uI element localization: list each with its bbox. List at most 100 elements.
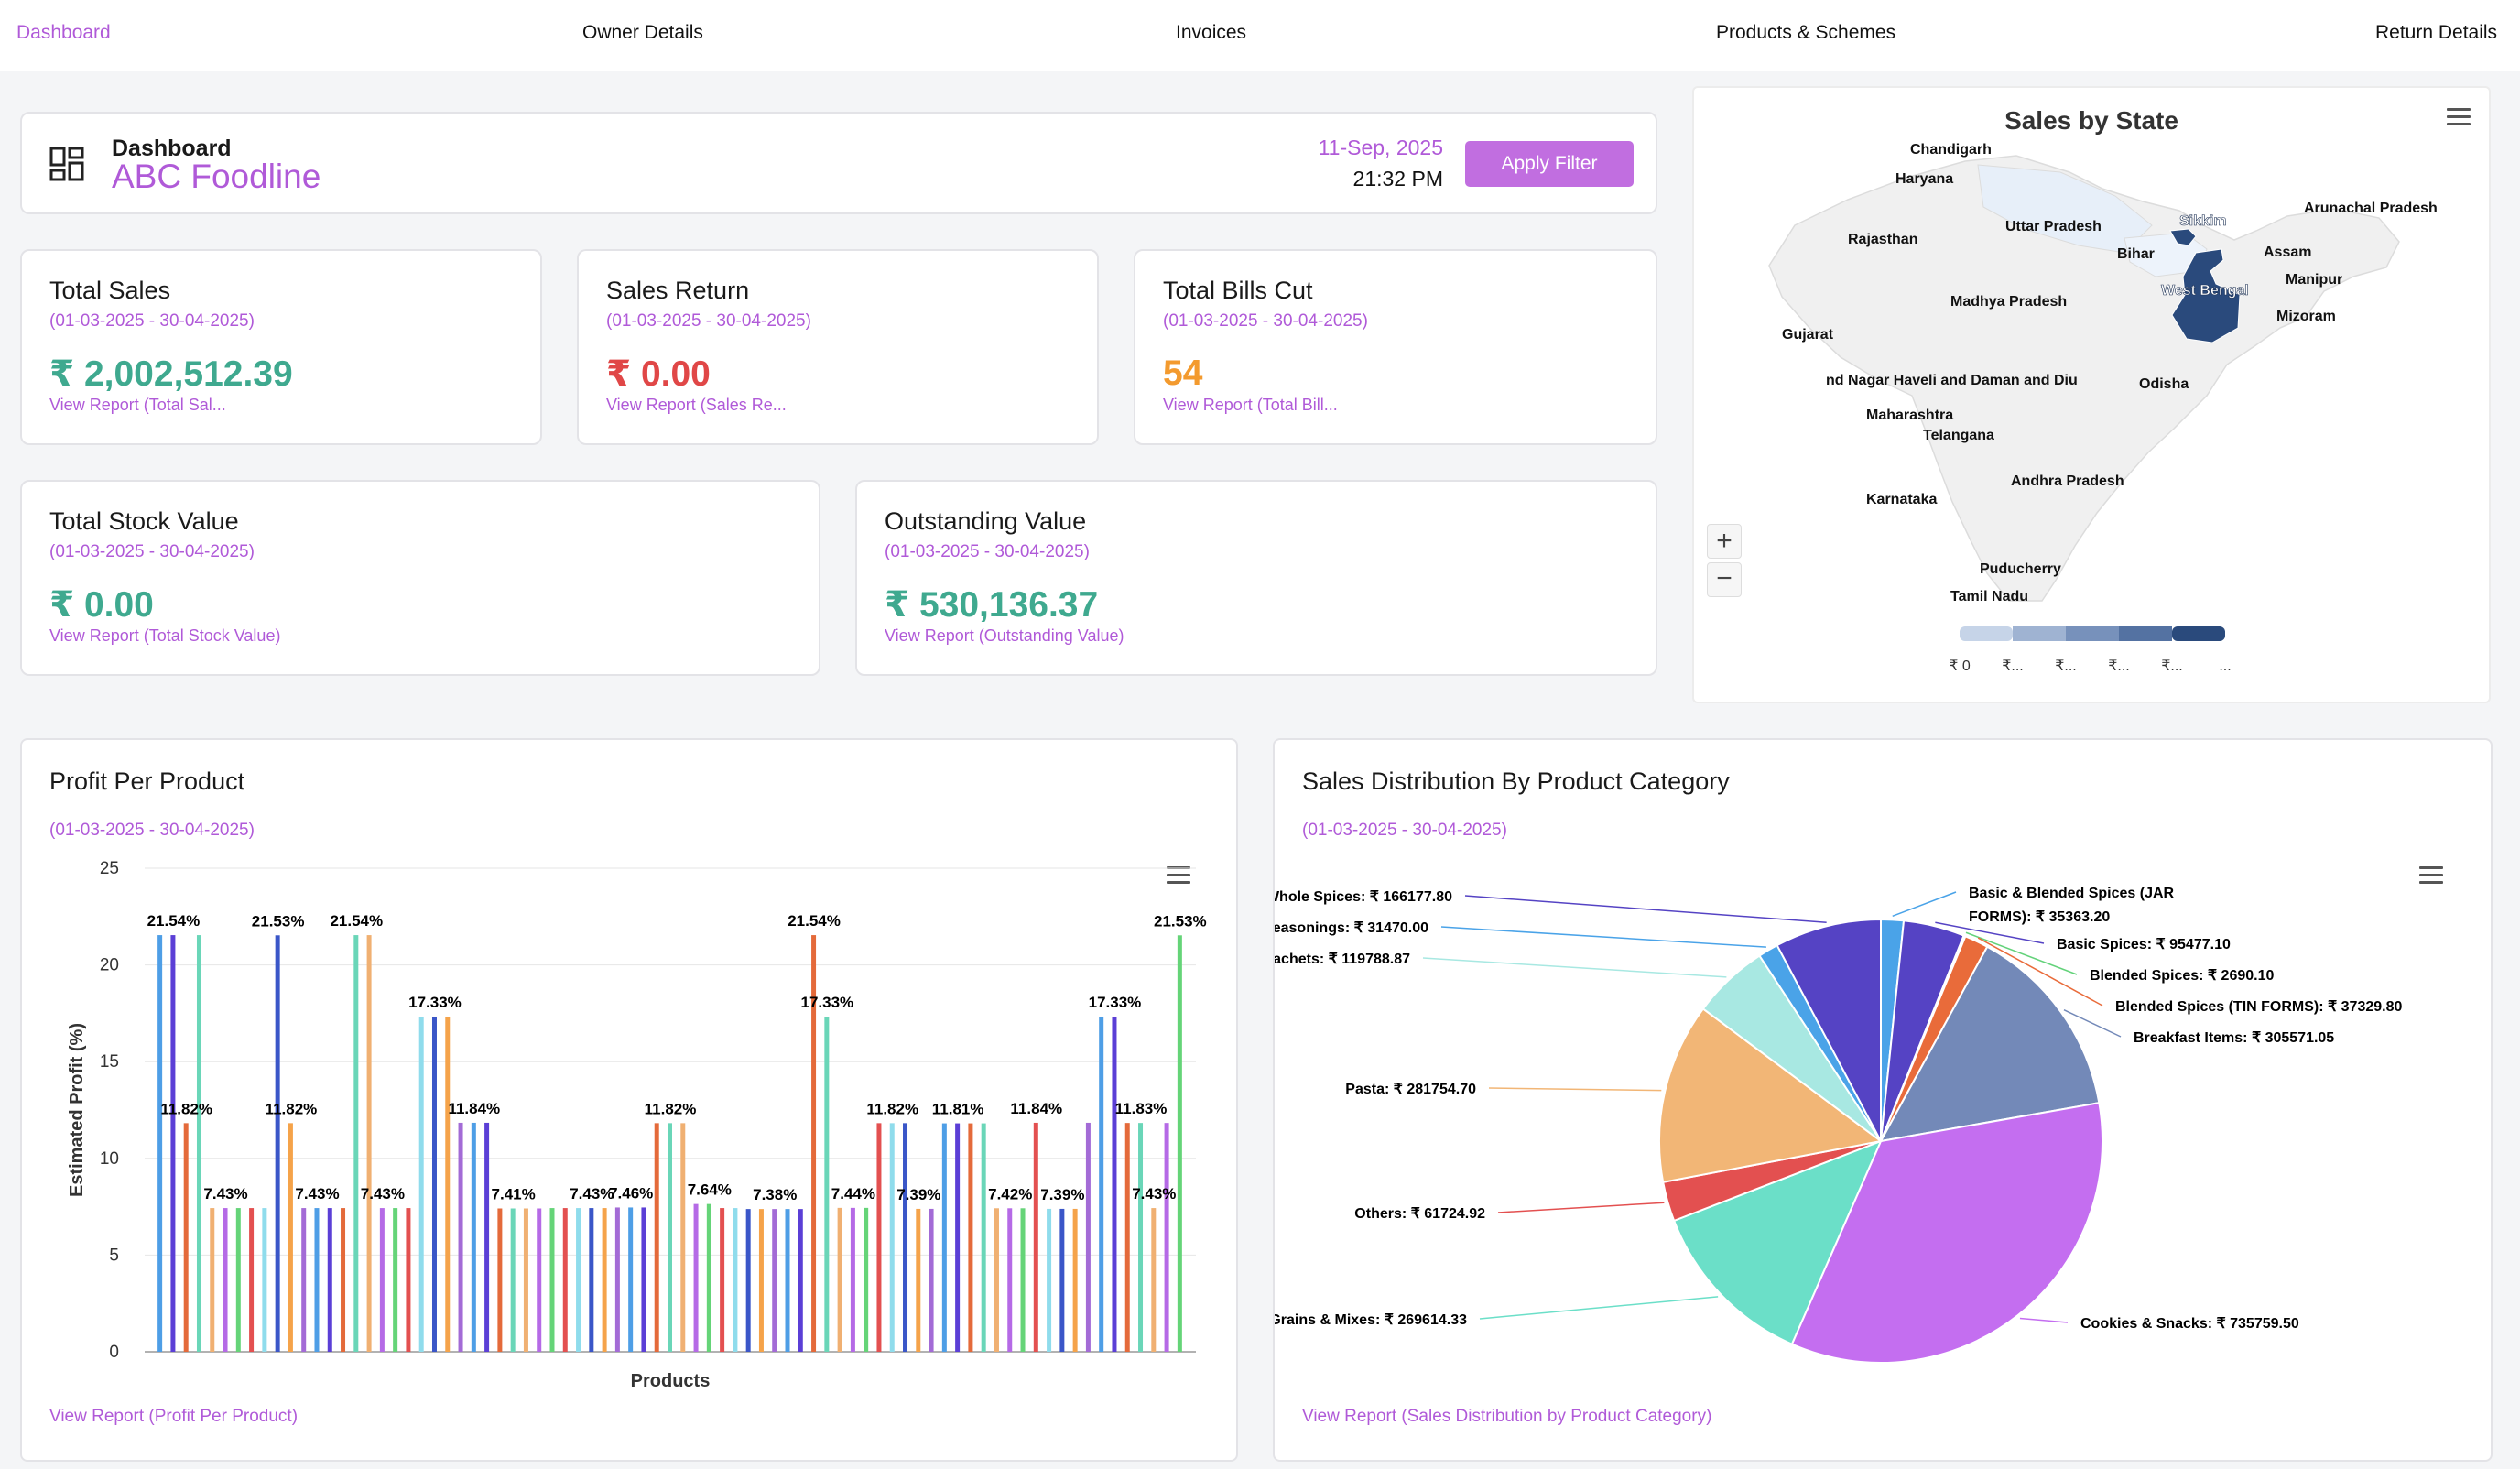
profit-bar bbox=[497, 1208, 503, 1352]
profit-bar bbox=[628, 1207, 634, 1352]
profit-bar bbox=[1138, 1123, 1144, 1352]
profit-bar bbox=[837, 1207, 842, 1352]
map-state-label: Chandigarh bbox=[1910, 142, 1992, 158]
profit-bar bbox=[549, 1208, 555, 1352]
card-date-range: (01-03-2025 - 30-04-2025) bbox=[606, 311, 811, 331]
apply-filter-button[interactable]: Apply Filter bbox=[1465, 141, 1634, 187]
profit-bar bbox=[314, 1208, 320, 1352]
profit-bar bbox=[1112, 1016, 1117, 1352]
profit-bar bbox=[850, 1207, 855, 1352]
pie-connector bbox=[1464, 895, 1827, 924]
chart-title: Sales Distribution By Product Category bbox=[1302, 767, 1730, 795]
state-uttar-pradesh bbox=[1977, 164, 2153, 254]
pie-connector bbox=[2063, 1009, 2122, 1038]
profit-bar bbox=[772, 1209, 777, 1352]
pie-slice bbox=[1658, 1007, 1884, 1183]
pie-connector bbox=[1440, 926, 1766, 948]
nav-dashboard[interactable]: Dashboard bbox=[16, 22, 111, 43]
card-value: ₹ 2,002,512.39 bbox=[49, 354, 293, 394]
pie-slice-label: Grains & Mixes: ₹ 269614.33 bbox=[1275, 1312, 1467, 1328]
total-sales-card: Total Sales (01-03-2025 - 30-04-2025) ₹ … bbox=[20, 249, 542, 445]
map-state-label: Bihar bbox=[2117, 246, 2155, 262]
chart-date-range: (01-03-2025 - 30-04-2025) bbox=[49, 821, 255, 840]
profit-bar bbox=[785, 1209, 790, 1352]
sales-return-card: Sales Return (01-03-2025 - 30-04-2025) ₹… bbox=[577, 249, 1099, 445]
profit-bar bbox=[758, 1209, 764, 1352]
view-report-link[interactable]: View Report (Total Stock Value) bbox=[49, 626, 281, 645]
pie-chart-menu-icon[interactable] bbox=[2419, 866, 2443, 885]
legend-label: ₹... bbox=[2002, 658, 2024, 674]
y-tick-label: 5 bbox=[109, 1246, 119, 1265]
profit-bar bbox=[458, 1122, 463, 1352]
legend-label: ₹... bbox=[2108, 658, 2130, 674]
profit-bar bbox=[811, 935, 817, 1352]
map-menu-icon[interactable] bbox=[2447, 108, 2471, 126]
pie-slice-label: Others: ₹ 61724.92 bbox=[1354, 1206, 1485, 1222]
y-tick-label: 10 bbox=[100, 1149, 119, 1169]
pie-connector bbox=[1422, 957, 1727, 978]
bar-data-label: 11.82% bbox=[645, 1100, 697, 1117]
profit-bar bbox=[1072, 1208, 1078, 1352]
current-date: 11-Sep, 2025 bbox=[1318, 136, 1443, 159]
sales-distribution-card: Sales Distribution By Product Category (… bbox=[1273, 738, 2493, 1462]
profit-bar bbox=[1124, 1123, 1130, 1352]
profit-bar bbox=[1164, 1123, 1169, 1352]
profit-bar bbox=[968, 1123, 973, 1352]
map-state-label: Mizoram bbox=[2276, 309, 2336, 324]
view-report-link[interactable]: View Report (Sales Distribution by Produ… bbox=[1302, 1407, 1712, 1426]
bar-data-label: 7.41% bbox=[492, 1186, 536, 1203]
map-title: Sales by State bbox=[2004, 106, 2178, 135]
profit-bar bbox=[1007, 1208, 1013, 1352]
card-value: ₹ 530,136.37 bbox=[885, 585, 1099, 625]
card-date-range: (01-03-2025 - 30-04-2025) bbox=[1163, 311, 1368, 331]
map-state-label: Arunachal Pradesh bbox=[2304, 201, 2438, 216]
profit-bar bbox=[431, 1016, 437, 1352]
current-time: 21:32 PM bbox=[1352, 167, 1443, 190]
profit-bar bbox=[941, 1123, 947, 1352]
view-report-link[interactable]: View Report (Total Bill... bbox=[1163, 396, 1338, 414]
bar-data-label: 11.82% bbox=[266, 1100, 318, 1117]
map-state-label: Andhra Pradesh bbox=[2011, 473, 2124, 489]
zoom-out-button[interactable]: − bbox=[1707, 562, 1742, 597]
profit-bar bbox=[275, 935, 280, 1352]
bar-data-label: 11.81% bbox=[932, 1101, 984, 1118]
x-axis-title: Products bbox=[631, 1371, 711, 1391]
view-report-link[interactable]: View Report (Total Sal... bbox=[49, 396, 226, 414]
profit-bar bbox=[1047, 1208, 1052, 1352]
pie-connector bbox=[1935, 921, 2045, 944]
bar-data-label: 17.33% bbox=[408, 994, 462, 1011]
bar-data-label: 7.43% bbox=[295, 1185, 339, 1202]
card-date-range: (01-03-2025 - 30-04-2025) bbox=[49, 311, 255, 331]
map-state-label: Manipur bbox=[2286, 272, 2342, 288]
view-report-link[interactable]: View Report (Outstanding Value) bbox=[885, 626, 1124, 645]
nav-return-details[interactable]: Return Details bbox=[2375, 22, 2498, 43]
view-report-link[interactable]: View Report (Profit Per Product) bbox=[49, 1407, 299, 1426]
nav-owner-details[interactable]: Owner Details bbox=[582, 22, 703, 43]
company-name: ABC Foodline bbox=[112, 158, 321, 195]
profit-bar bbox=[183, 1123, 189, 1352]
nav-products-schemes[interactable]: Products & Schemes bbox=[1716, 22, 1896, 43]
profit-bar bbox=[158, 935, 163, 1352]
card-title: Total Bills Cut bbox=[1163, 277, 1313, 304]
nav-invoices[interactable]: Invoices bbox=[1176, 22, 1247, 43]
map-state-label: nd Nagar Haveli and Daman and Diu bbox=[1826, 373, 2078, 388]
map-state-label: Tamil Nadu bbox=[1950, 589, 2028, 604]
chart-title: Profit Per Product bbox=[49, 767, 245, 795]
profit-bar bbox=[327, 1208, 332, 1352]
profit-bar bbox=[824, 1016, 830, 1352]
bar-data-label: 7.38% bbox=[753, 1186, 797, 1203]
profit-bar bbox=[733, 1208, 738, 1352]
profit-bar bbox=[223, 1208, 228, 1352]
y-tick-label: 15 bbox=[100, 1052, 119, 1072]
y-tick-label: 0 bbox=[109, 1343, 119, 1362]
profit-bar bbox=[1177, 935, 1182, 1352]
sales-by-state-card: Sales by State Chandigarh Haryana Uttar Pr… bbox=[1692, 86, 2491, 703]
view-report-link[interactable]: View Report (Sales Re... bbox=[606, 396, 787, 414]
zoom-in-button[interactable]: + bbox=[1707, 524, 1742, 559]
total-bills-card: Total Bills Cut (01-03-2025 - 30-04-2025… bbox=[1134, 249, 1657, 445]
bar-data-label: 21.54% bbox=[788, 912, 841, 930]
map-state-label: Haryana bbox=[1895, 171, 1953, 187]
pie-connector bbox=[2019, 1317, 2069, 1323]
pie-slice-label: Breakfast Items: ₹ 305571.05 bbox=[2134, 1030, 2334, 1046]
legend-label: ₹... bbox=[2055, 658, 2077, 674]
